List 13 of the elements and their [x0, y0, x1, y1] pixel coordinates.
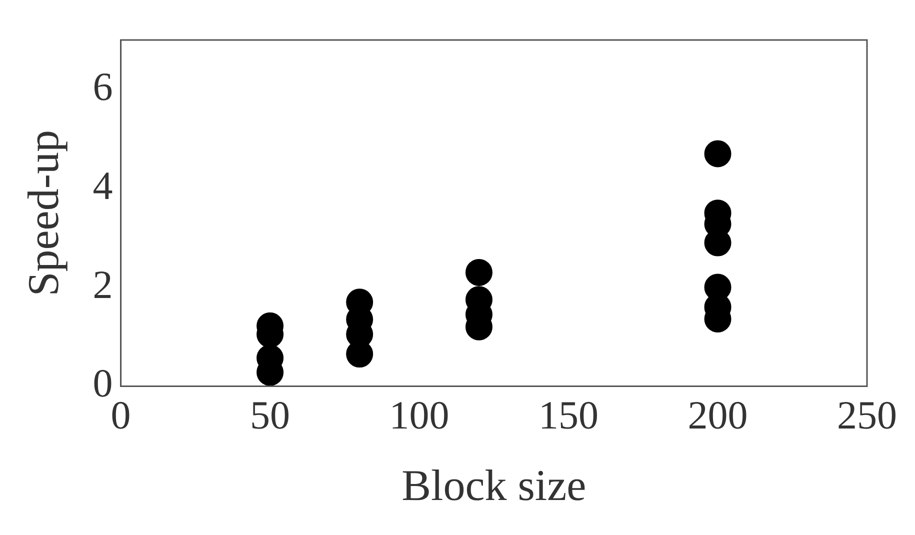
x-tick-label: 50	[250, 392, 290, 438]
y-tick-label: 0	[92, 360, 113, 406]
x-axis-title: Block size	[402, 461, 586, 510]
y-tick-label: 2	[92, 262, 113, 307]
y-tick-label: 6	[92, 64, 113, 109]
x-tick-label: 150	[538, 392, 599, 438]
x-tick-label: 200	[688, 392, 748, 438]
point	[704, 140, 732, 168]
x-tick-label: 250	[837, 392, 897, 438]
y-tick-label: 4	[92, 162, 113, 208]
point	[465, 258, 492, 286]
x-tick-label: 100	[389, 392, 450, 438]
y-axis-title: Speed-up	[18, 130, 68, 296]
